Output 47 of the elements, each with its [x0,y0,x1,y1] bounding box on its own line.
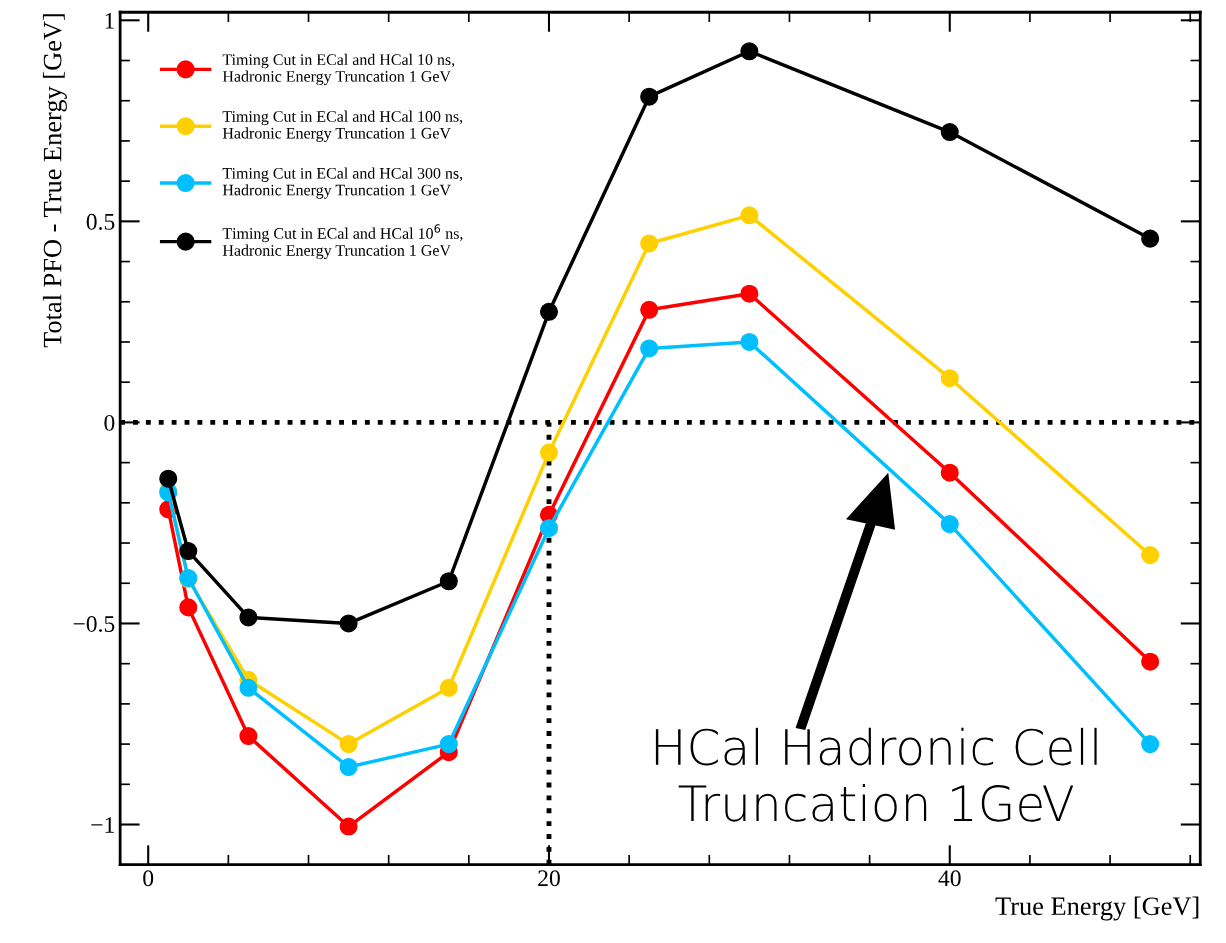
point [640,234,659,253]
point [539,443,559,462]
point [179,542,198,561]
y-axis-title: Total PFO - True Energy [GeV] [42,14,67,348]
point [940,369,959,388]
y-tick-label: 1 [105,12,114,29]
y-tick-label: −1 [91,817,114,833]
point [740,284,759,303]
point [539,302,559,321]
point [940,515,959,534]
point [740,332,759,352]
point [539,519,559,538]
point [339,614,358,633]
y-tick-label: 0 [104,414,115,431]
point [940,123,959,142]
point [439,735,458,754]
point [1141,546,1160,565]
x-tick-label: 20 [538,870,560,887]
x-tick-label: 40 [938,870,961,887]
point [339,817,358,836]
point [339,757,358,777]
point [740,206,759,225]
point [640,300,659,319]
point [439,678,458,697]
legend-label: Timing Cut in ECal and HCal 100 ns, Hadronic Energy Truncation 1 GeV [222,110,463,142]
point [940,463,959,482]
x-tick-label: 0 [143,870,154,887]
point [439,572,458,591]
point [740,42,759,61]
legend-label: Timing Cut in ECal and HCal 10 ns, Hadronic Energy Truncation 1 GeV [222,53,455,86]
point [239,678,258,697]
annotation: HCal Hadronic Cell Truncation 1GeV [655,727,1097,822]
y-tick-label: 0.5 [86,213,115,230]
point [1141,652,1160,671]
point [239,608,258,627]
point [1141,229,1160,248]
point [1141,735,1160,754]
point [640,339,659,358]
point [179,598,198,617]
x-axis-title: True Energy [GeV] [995,896,1199,921]
point [640,87,659,106]
point [159,469,178,488]
legend-label: Timing Cut in ECal and HCal 10$^{6}$ ns, Hadronic Energy Truncation 1 GeV [222,224,463,260]
y-tick-label: −0.5 [73,615,115,632]
point [339,735,358,754]
legend-label: Timing Cut in ECal and HCal 300 ns, Hadronic Energy Truncation 1 GeV [222,167,463,199]
point [239,727,258,746]
